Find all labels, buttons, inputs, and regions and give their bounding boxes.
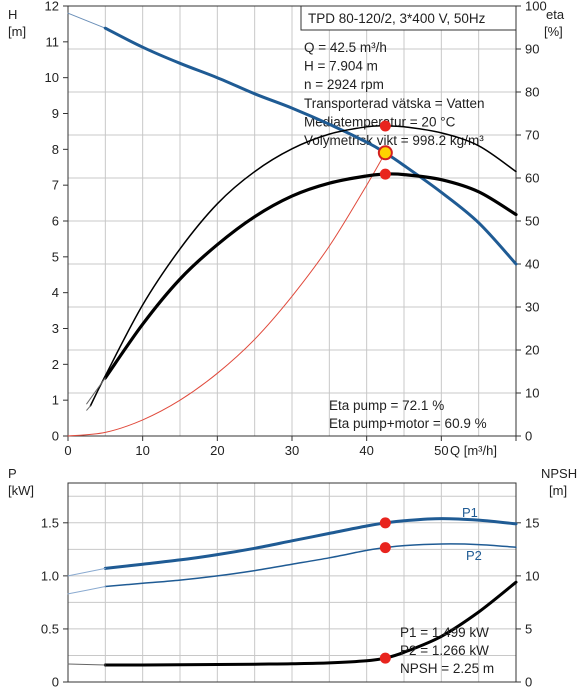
- y-right-axis-name: eta: [546, 7, 565, 22]
- y-right-tick-label: 0: [525, 675, 532, 690]
- y-right-tick-label: 15: [525, 515, 539, 530]
- y-left-axis-unit: [m]: [8, 24, 26, 39]
- y-left-axis-name: P: [8, 466, 17, 481]
- y-left-tick-label: 3: [52, 321, 59, 336]
- y-left-tick-label: 2: [52, 357, 59, 372]
- system-curve: [67, 152, 386, 437]
- y-right-axis-unit: [%]: [544, 24, 563, 39]
- y-left-tick-label: 10: [45, 70, 59, 85]
- efficiency-point-marker: [379, 120, 391, 132]
- y-right-tick-label: 5: [525, 621, 532, 636]
- chart-title: TPD 80-120/2, 3*400 V, 50Hz: [308, 11, 486, 26]
- info-line: H = 7.904 m: [304, 59, 378, 74]
- info-line: Transporterad vätska = Vatten: [304, 96, 484, 111]
- p1-curve: [103, 517, 518, 570]
- y-right-tick-label: 70: [525, 128, 539, 143]
- x-tick-label: 10: [135, 443, 149, 458]
- npsh-extension: [67, 663, 106, 666]
- duty-point-marker: [379, 517, 391, 529]
- p1-extension: [67, 567, 106, 577]
- y-right-tick-label: 90: [525, 42, 539, 57]
- y-left-tick-label: 0: [52, 675, 59, 690]
- x-tick-label: 30: [285, 443, 299, 458]
- power-annotation: P1 = 1.499 kW: [400, 625, 489, 640]
- y-left-tick-label: 6: [52, 214, 59, 229]
- x-tick-label: 50: [434, 443, 448, 458]
- y-left-axis-unit: [kW]: [8, 483, 34, 498]
- info-line: Volymetrisk vikt = 998.2 kg/m³: [304, 133, 484, 148]
- p2-curve-label: P2: [466, 548, 482, 563]
- p2-extension: [67, 586, 106, 595]
- x-axis-label: Q [m³/h]: [450, 443, 497, 458]
- y-left-tick-label: 1.0: [41, 568, 59, 583]
- y-left-tick-label: 9: [52, 106, 59, 121]
- y-right-tick-label: 60: [525, 171, 539, 186]
- x-tick-label: 20: [210, 443, 224, 458]
- y-right-tick-label: 30: [525, 300, 539, 315]
- y-right-tick-label: 10: [525, 568, 539, 583]
- y-left-tick-label: 7: [52, 178, 59, 193]
- power-annotation: P2 = 1.266 kW: [400, 643, 489, 658]
- p1-curve-label: P1: [462, 505, 478, 520]
- y-left-tick-label: 4: [52, 285, 59, 300]
- efficiency-point-marker: [379, 168, 391, 180]
- x-tick-label: 0: [64, 443, 71, 458]
- y-left-tick-label: 11: [46, 34, 60, 49]
- y-right-tick-label: 50: [525, 214, 539, 229]
- y-right-tick-label: 100: [525, 0, 547, 14]
- y-right-tick-label: 10: [525, 386, 539, 401]
- efficiency-annotation: Eta pump = 72.1 %: [329, 398, 444, 413]
- eta-pump-motor-extension: [86, 377, 106, 405]
- y-right-tick-label: 80: [525, 85, 539, 100]
- y-left-tick-label: 0: [52, 429, 59, 444]
- duty-point-marker: [379, 542, 391, 554]
- y-right-tick-label: 0: [525, 429, 532, 444]
- x-tick-label: 40: [359, 443, 373, 458]
- y-left-axis-name: H: [8, 7, 17, 22]
- title-box: [300, 5, 517, 31]
- y-left-tick-label: 1: [52, 393, 59, 408]
- head-curve: [103, 26, 518, 266]
- efficiency-annotation: Eta pump+motor = 60.9 %: [329, 416, 487, 431]
- info-line: Q = 42.5 m³/h: [304, 40, 387, 55]
- y-left-tick-label: 5: [52, 249, 59, 264]
- y-right-axis-name: NPSH: [541, 466, 577, 481]
- p2-curve: [104, 543, 517, 588]
- info-line: Mediatemperatur = 20 °C: [304, 114, 456, 129]
- eta-pump: [89, 125, 517, 407]
- npsh-curve: [103, 580, 518, 667]
- y-right-tick-label: 40: [525, 257, 539, 272]
- info-line: n = 2924 rpm: [304, 77, 384, 92]
- y-right-tick-label: 20: [525, 343, 539, 358]
- y-left-tick-label: 1.5: [41, 515, 59, 530]
- power-annotation: NPSH = 2.25 m: [400, 661, 494, 676]
- duty-point-marker: [379, 652, 391, 664]
- head-curve-extension: [67, 12, 106, 29]
- y-left-tick-label: 8: [52, 142, 59, 157]
- y-right-axis-unit: [m]: [549, 483, 567, 498]
- y-left-tick-label: 12: [45, 0, 59, 14]
- y-left-tick-label: 0.5: [41, 621, 59, 636]
- duty-point-marker: [377, 145, 393, 161]
- eta-pump-motor: [103, 172, 518, 380]
- eta-pump-extension: [86, 405, 91, 411]
